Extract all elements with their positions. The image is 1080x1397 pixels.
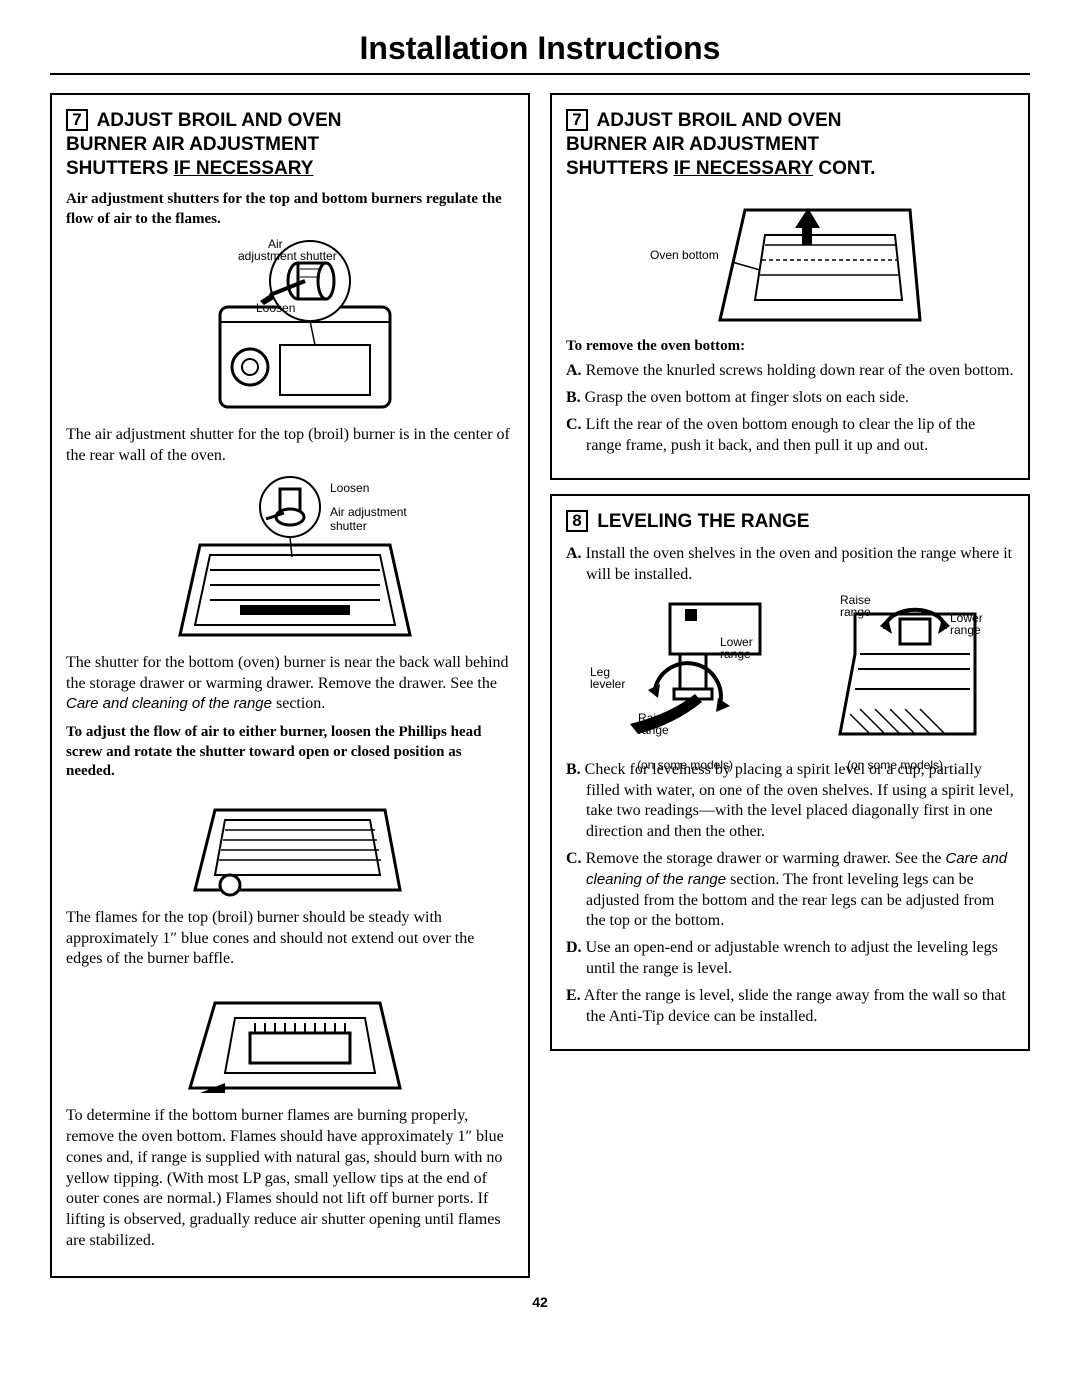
lbl-raise: Raiserange [638,712,669,736]
step-number-box: 7 [566,109,588,131]
page-number: 42 [50,1294,1030,1310]
item-a: A. Remove the knurled screws holding dow… [566,361,1014,382]
figure-oven-bottom: Oven bottom [650,190,930,330]
heading-cont: CONT. [813,158,875,179]
heading-line3b: IF NECESSARY [174,158,314,179]
lvl-item-c: C. Remove the storage drawer or warming … [566,849,1014,932]
fig-label-loosen2: Loosen [330,481,369,495]
lvl-item-d: D. Use an open-end or adjustable wrench … [566,938,1014,980]
letter-c: C. [566,416,582,433]
text-b: Grasp the oven bottom at finger slots on… [585,389,909,406]
item-b: B. Grasp the oven bottom at finger slots… [566,388,1014,409]
fig-caption-left: (on some models) [590,758,780,772]
fig-label-oven-bottom: Oven bottom [650,248,719,262]
figure-leg-leveler: Lowerrange Legleveler Raiserange (on som… [590,594,780,754]
figure-rear-leg: Raiserange Lowerrange (on some models) [800,594,990,754]
fig-label-loosen: Loosen [256,301,295,315]
fig-caption-right: (on some models) [800,758,990,772]
section-7-cont-heading: 7 ADJUST BROIL AND OVEN BURNER AIR ADJUS… [566,109,1014,180]
text-b: Check for levelness by placing a spirit … [585,761,1014,840]
text-a: Remove the knurled screws holding down r… [586,362,1014,379]
broil-shutter-illustration [160,237,420,417]
figure-oven-shutter: Loosen Air adjustment shutter [140,475,440,645]
letter-e: E. [566,987,581,1004]
left-column: 7 ADJUST BROIL AND OVEN BURNER AIR ADJUS… [50,93,530,1278]
section-8-heading: 8 LEVELING THE RANGE [566,510,1014,534]
fig-label-airadj1: Air adjustment [330,505,407,519]
para-broil-location: The air adjustment shutter for the top (… [66,425,514,467]
bottom-burner-illustration [170,978,410,1098]
heading-line1: ADJUST BROIL AND OVEN [97,110,342,131]
adjust-instruction-bold: To adjust the flow of air to either burn… [66,723,514,782]
step-number-box: 7 [66,109,88,131]
text-c: Lift the rear of the oven bottom enough … [586,416,976,454]
heading-line1: ADJUST BROIL AND OVEN [597,110,842,131]
letter-b: B. [566,761,581,778]
item-c: C. Lift the rear of the oven bottom enou… [566,415,1014,457]
lvl-item-b: B. Check for levelness by placing a spir… [566,760,1014,843]
heading-title: LEVELING THE RANGE [597,511,809,532]
lbl-raise2: Raiserange [840,594,871,618]
heading-line2: BURNER AIR ADJUSTMENT [566,134,819,155]
p2-b: section. [272,695,325,712]
lbl-lower: Lowerrange [720,636,753,660]
oven-shutter-illustration [140,475,440,645]
remove-oven-bottom-head: To remove the oven bottom: [566,338,1014,355]
lbl-leg-leveler: Legleveler [590,666,625,690]
text-e: After the range is level, slide the rang… [584,987,1006,1025]
leveling-figures: Lowerrange Legleveler Raiserange (on som… [566,594,1014,754]
letter-d: D. [566,939,582,956]
fig-label-airadj2: shutter [330,519,367,533]
figure-bottom-burner [170,978,410,1098]
right-column: 7 ADJUST BROIL AND OVEN BURNER AIR ADJUS… [550,93,1030,1278]
lvl-item-e: E. After the range is level, slide the r… [566,986,1014,1028]
para-oven-shutter-loc: The shutter for the bottom (oven) burner… [66,653,514,715]
heading-line3a: SHUTTERS [66,158,174,179]
letter-a: A. [566,545,582,562]
lbl-lower2: Lowerrange [950,612,983,636]
section-7-heading: 7 ADJUST BROIL AND OVEN BURNER AIR ADJUS… [66,109,514,180]
p2-a: The shutter for the bottom (oven) burner… [66,654,509,692]
section-7-cont-panel: 7 ADJUST BROIL AND OVEN BURNER AIR ADJUS… [550,93,1030,480]
letter-c: C. [566,850,582,867]
page-title: Installation Instructions [50,30,1030,75]
heading-line3b: IF NECESSARY [674,158,813,179]
two-column-layout: 7 ADJUST BROIL AND OVEN BURNER AIR ADJUS… [50,93,1030,1278]
broil-baffle-illustration [175,790,405,900]
figure-broil-shutter: Air adjustment shutter Loosen [160,237,420,417]
heading-line2: BURNER AIR ADJUSTMENT [66,134,319,155]
lvl-item-a: A. Install the oven shelves in the oven … [566,544,1014,586]
section-7-panel: 7 ADJUST BROIL AND OVEN BURNER AIR ADJUS… [50,93,530,1278]
figure-broil-baffle [175,790,405,900]
text-a: Install the oven shelves in the oven and… [586,545,1013,583]
letter-b: B. [566,389,581,406]
text-d: Use an open-end or adjustable wrench to … [586,939,998,977]
fig-label-adj-shutter: adjustment shutter [238,249,337,263]
para-bottom-flames: To determine if the bottom burner flames… [66,1106,514,1252]
step-number-box: 8 [566,510,588,532]
p2-ital: Care and cleaning of the range [66,695,272,712]
section-8-panel: 8 LEVELING THE RANGE A. Install the oven… [550,494,1030,1051]
intro-paragraph: Air adjustment shutters for the top and … [66,190,514,229]
text-c-a: Remove the storage drawer or warming dra… [586,850,946,867]
letter-a: A. [566,362,582,379]
para-broil-flames: The flames for the top (broil) burner sh… [66,908,514,970]
heading-line3a: SHUTTERS [566,158,674,179]
